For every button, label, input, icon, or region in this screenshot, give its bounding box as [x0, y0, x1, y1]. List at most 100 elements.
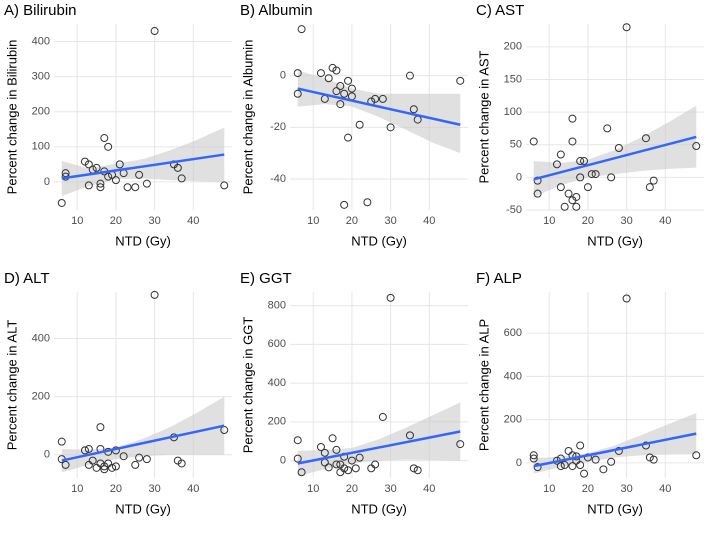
data-point — [556, 183, 565, 192]
data-point — [591, 455, 600, 464]
y-tick-label: 400 — [32, 332, 50, 344]
x-tick-label: 20 — [346, 215, 358, 227]
data-point — [80, 446, 89, 455]
data-point — [96, 423, 105, 432]
data-point — [622, 294, 631, 303]
data-point — [324, 74, 333, 83]
data-point — [572, 202, 581, 211]
data-point — [386, 293, 395, 302]
data-point — [529, 454, 538, 463]
data-point — [607, 457, 616, 466]
data-point — [347, 84, 356, 93]
data-point — [405, 431, 414, 440]
data-point — [111, 462, 120, 471]
x-tick-label: 40 — [423, 483, 435, 495]
y-tick-label: 800 — [268, 299, 286, 311]
fit-line — [297, 87, 461, 126]
x-axis-title: NTD (Gy) — [587, 233, 643, 248]
data-point — [142, 179, 151, 188]
y-tick-label: 600 — [504, 327, 522, 339]
fit-line — [61, 424, 225, 462]
data-point — [344, 76, 353, 85]
data-point — [108, 463, 117, 472]
y-axis-title: Percent change in Albumin — [240, 40, 255, 195]
y-tick-label: 200 — [504, 414, 522, 426]
data-point — [344, 466, 353, 475]
data-point — [316, 443, 325, 451]
data-point — [378, 94, 387, 103]
data-point — [409, 464, 418, 473]
y-tick-label: 400 — [268, 377, 286, 389]
data-point — [328, 434, 337, 443]
data-point — [336, 100, 345, 109]
y-tick-label: 0 — [280, 70, 286, 82]
data-point — [641, 134, 650, 143]
fit-line — [297, 430, 461, 465]
data-point — [104, 142, 113, 151]
data-point — [104, 172, 113, 181]
data-point — [57, 198, 66, 207]
data-point — [649, 176, 658, 185]
data-point — [340, 200, 349, 209]
x-tick-label: 30 — [148, 215, 160, 227]
data-point — [692, 142, 701, 151]
data-point — [84, 181, 93, 190]
data-point — [568, 137, 577, 146]
confidence-band — [297, 70, 461, 154]
y-tick-label: 0 — [516, 171, 522, 183]
data-point — [576, 461, 585, 470]
panel-title: C) AST — [476, 2, 524, 19]
x-axis-title: NTD (Gy) — [351, 501, 407, 516]
x-tick-label: 30 — [620, 483, 632, 495]
data-point — [580, 157, 589, 166]
data-point — [351, 464, 360, 473]
data-point — [316, 69, 325, 78]
data-point — [131, 183, 140, 192]
panel-title: F) ALP — [476, 270, 522, 287]
confidence-band — [297, 402, 461, 477]
data-point — [344, 133, 353, 142]
data-point — [456, 440, 465, 449]
y-axis-title: Percent change in ALP — [476, 319, 491, 451]
data-point — [135, 453, 144, 462]
data-point — [115, 160, 124, 169]
y-tick-label: 100 — [32, 141, 50, 153]
x-tick-label: 40 — [423, 215, 435, 227]
data-point — [293, 69, 302, 78]
y-tick-label: 200 — [268, 416, 286, 428]
data-point — [173, 163, 182, 172]
data-point — [96, 179, 105, 188]
y-tick-label: 200 — [32, 391, 50, 403]
fit-line — [533, 135, 697, 181]
data-point — [340, 464, 349, 473]
y-tick-label: 300 — [32, 71, 50, 83]
y-tick-label: 0 — [44, 449, 50, 461]
fit-line — [533, 432, 697, 468]
data-point — [297, 25, 306, 34]
x-tick-label: 20 — [582, 483, 594, 495]
data-point — [320, 448, 329, 457]
data-point — [347, 456, 356, 465]
data-point — [378, 412, 387, 421]
y-tick-label: -40 — [270, 173, 286, 185]
data-point — [572, 192, 581, 201]
y-axis-title: Percent change in GGT — [240, 317, 255, 454]
data-point — [568, 114, 577, 123]
data-point — [564, 189, 573, 198]
data-point — [177, 174, 186, 183]
data-point — [332, 460, 341, 469]
data-point — [297, 468, 306, 477]
data-point — [367, 464, 376, 473]
data-point — [84, 160, 93, 169]
data-point — [336, 82, 345, 90]
y-axis-title: Percent change in AST — [476, 50, 491, 183]
data-point — [84, 444, 93, 453]
data-point — [92, 163, 101, 172]
data-point — [645, 453, 654, 462]
data-point — [576, 441, 585, 450]
data-point — [363, 198, 372, 207]
data-point — [332, 445, 341, 454]
y-tick-label: 100 — [504, 106, 522, 118]
